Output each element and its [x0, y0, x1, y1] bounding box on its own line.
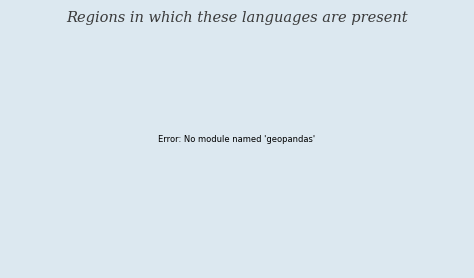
Text: Regions in which these languages are present: Regions in which these languages are pre…: [66, 11, 408, 25]
Text: Error: No module named 'geopandas': Error: No module named 'geopandas': [158, 135, 316, 143]
